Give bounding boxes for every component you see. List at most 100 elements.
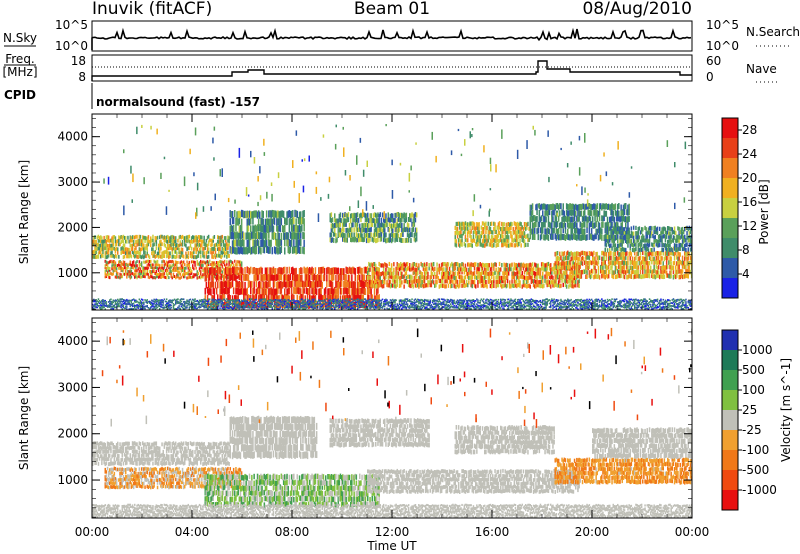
data-cell — [307, 268, 310, 275]
data-cell — [378, 218, 380, 224]
data-cell — [346, 217, 348, 223]
data-cell — [527, 237, 529, 242]
data-cell — [505, 222, 508, 227]
data-cell — [505, 284, 508, 289]
data-cell — [306, 273, 309, 281]
date-title: 08/Aug/2010 — [582, 0, 692, 19]
data-cell — [651, 259, 653, 265]
data-cell — [170, 265, 172, 269]
data-cell — [292, 293, 294, 301]
data-cell — [102, 250, 104, 254]
data-cell — [254, 224, 256, 232]
data-cell — [114, 268, 117, 272]
data-cell — [595, 228, 597, 235]
data-cell — [659, 238, 661, 243]
data-cell — [389, 237, 392, 243]
data-cell — [481, 270, 484, 275]
data-cell — [640, 260, 643, 265]
data-cell — [94, 247, 96, 251]
data-cell — [261, 210, 263, 218]
data-cell — [638, 235, 641, 240]
data-cell — [501, 243, 503, 248]
data-cell — [635, 274, 637, 279]
data-cell — [226, 273, 228, 281]
data-cell — [501, 279, 503, 284]
data-cell — [577, 270, 579, 275]
data-cell — [384, 262, 386, 267]
data-cell — [363, 212, 366, 218]
data-cell — [335, 223, 337, 229]
data-cell — [485, 221, 487, 226]
data-cell — [169, 269, 171, 272]
data-cell — [660, 265, 662, 271]
data-cell — [470, 266, 472, 271]
data-cell — [171, 268, 173, 272]
data-cell — [555, 216, 558, 223]
data-cell — [572, 203, 575, 210]
data-cell — [670, 269, 672, 274]
data-cell — [331, 267, 334, 275]
data-cell — [535, 280, 537, 285]
data-cell — [298, 274, 301, 282]
data-cell — [655, 239, 658, 244]
data-cell — [629, 234, 631, 239]
data-cell — [217, 263, 219, 266]
data-cell — [240, 261, 243, 265]
data-cell — [578, 204, 580, 210]
data-cell — [413, 267, 416, 272]
data-cell — [444, 271, 446, 276]
data-cell — [125, 271, 127, 275]
data-cell — [234, 274, 236, 281]
data-cell — [386, 271, 388, 276]
data-cell — [369, 275, 371, 280]
data-cell — [657, 239, 660, 244]
data-cell — [456, 266, 459, 271]
data-cell — [134, 269, 136, 273]
data-cell — [453, 275, 455, 281]
data-cell — [240, 263, 243, 267]
data-cell — [562, 265, 564, 270]
data-cell — [563, 234, 566, 241]
data-cell — [505, 226, 508, 232]
data-cell — [540, 262, 543, 267]
data-cell — [456, 226, 459, 231]
data-cell — [631, 260, 634, 266]
data-cell — [107, 272, 110, 276]
data-cell — [129, 243, 131, 248]
data-cell — [523, 283, 526, 288]
data-cell — [479, 238, 481, 243]
data-cell — [118, 235, 120, 240]
data-cell — [536, 270, 538, 276]
data-cell — [646, 247, 648, 252]
data-cell — [611, 209, 613, 216]
data-cell — [529, 209, 531, 216]
data-cell — [593, 260, 595, 265]
data-cell — [547, 261, 550, 267]
data-cell — [139, 269, 142, 273]
data-cell — [638, 248, 641, 253]
data-cell — [310, 295, 312, 303]
data-cell — [171, 251, 173, 255]
data-cell — [542, 203, 544, 210]
data-cell — [652, 234, 654, 239]
data-cell — [527, 263, 529, 268]
data-cell — [150, 271, 152, 275]
data-cell — [452, 280, 454, 285]
data-cell — [339, 274, 342, 282]
data-cell — [546, 227, 548, 234]
data-cell — [142, 266, 144, 270]
data-cell — [677, 260, 679, 266]
data-cell — [586, 274, 588, 279]
data-cell — [136, 234, 138, 239]
data-cell — [492, 238, 494, 244]
data-cell — [303, 232, 305, 240]
data-cell — [271, 218, 273, 226]
data-cell — [528, 263, 530, 268]
data-cell — [223, 274, 226, 282]
data-cell — [322, 266, 325, 274]
data-cell — [305, 273, 308, 281]
data-cell — [687, 256, 689, 261]
data-cell — [621, 260, 623, 265]
data-cell — [665, 255, 668, 261]
data-cell — [430, 280, 433, 285]
